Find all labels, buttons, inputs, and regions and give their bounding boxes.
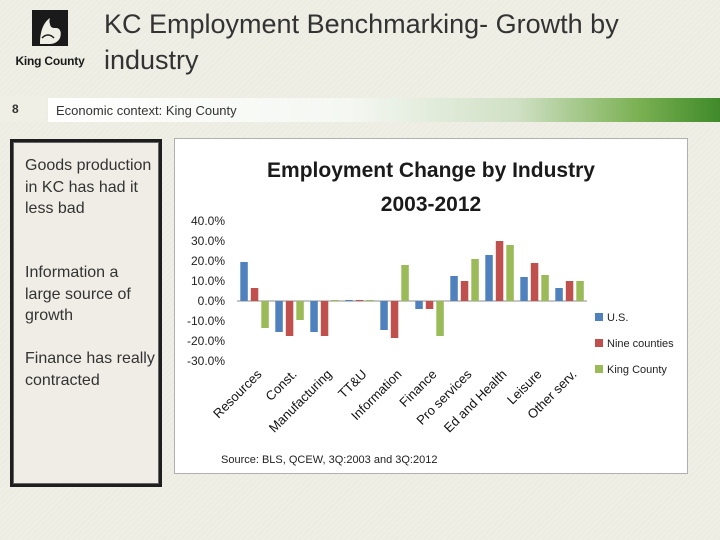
bar-nine-counties-0 — [250, 288, 259, 301]
chart-source-note: Source: BLS, QCEW, 3Q:2003 and 3Q:2012 — [221, 454, 437, 466]
y-tick-label: -20.0% — [187, 334, 225, 348]
bar-u-s--6 — [450, 276, 458, 301]
bullet-goods-production: Goods production in KC has had it less b… — [25, 157, 152, 217]
bar-nine-counties-6 — [460, 281, 469, 301]
king-county-logo-mark-icon — [32, 10, 68, 46]
legend-swatch — [595, 339, 603, 347]
bar-king-county-8 — [541, 275, 549, 301]
bar-nine-counties-3 — [355, 300, 364, 301]
bar-nine-counties-7 — [495, 241, 504, 301]
bar-u-s--9 — [555, 288, 563, 301]
bar-king-county-1 — [296, 301, 304, 320]
employment-change-chart: Employment Change by Industry 2003-2012 40… — [187, 159, 674, 466]
y-tick-label: 40.0% — [191, 214, 225, 228]
bar-nine-counties-4 — [390, 301, 399, 338]
bar-nine-counties-8 — [530, 263, 539, 301]
y-tick-label: 0.0% — [198, 294, 226, 308]
bar-nine-counties-5 — [425, 301, 434, 309]
bullet-finance: Finance has really contracted — [25, 350, 155, 389]
king-county-logo: King County — [8, 8, 92, 70]
legend-swatch — [595, 313, 603, 321]
x-category-label: Ed and Health — [441, 367, 510, 436]
bar-nine-counties-2 — [320, 301, 329, 336]
bar-king-county-4 — [401, 265, 409, 301]
bar-king-county-5 — [436, 301, 444, 336]
bar-u-s--8 — [520, 277, 528, 301]
slide-number: 8 — [12, 102, 19, 116]
legend-label: Nine counties — [607, 338, 674, 350]
bar-u-s--0 — [240, 262, 248, 301]
legend-swatch — [595, 365, 603, 373]
bar-u-s--5 — [415, 301, 423, 309]
chart-title-line: 2003-2012 — [381, 193, 481, 216]
x-category-label: Manufacturing — [266, 367, 335, 436]
y-tick-label: -30.0% — [187, 354, 225, 368]
chart-container: Employment Change by Industry 2003-2012 40… — [174, 138, 688, 474]
y-tick-label: 10.0% — [191, 274, 225, 288]
bar-u-s--7 — [485, 255, 493, 301]
y-tick-label: 20.0% — [191, 254, 225, 268]
bar-king-county-3 — [366, 300, 374, 301]
bar-u-s--1 — [275, 301, 283, 332]
slide-number-box — [0, 96, 46, 122]
bar-nine-counties-9 — [565, 281, 574, 301]
legend-label: King County — [607, 364, 667, 376]
chart-title-line: Employment Change by Industry — [267, 159, 595, 182]
section-header-bar: Economic context: King County — [48, 98, 720, 122]
bar-nine-counties-1 — [285, 301, 294, 336]
section-label: Economic context: King County — [56, 103, 237, 118]
bar-king-county-6 — [471, 259, 479, 301]
bar-king-county-7 — [506, 245, 514, 301]
bar-u-s--3 — [345, 300, 353, 301]
bullet-panel: Goods production in KC has had it less b… — [10, 139, 162, 487]
x-category-label: Resources — [210, 366, 265, 421]
y-tick-label: 30.0% — [191, 234, 225, 248]
bar-u-s--2 — [310, 301, 318, 332]
logo-text: King County — [15, 54, 85, 68]
y-tick-label: -10.0% — [187, 314, 225, 328]
bar-king-county-9 — [576, 281, 584, 301]
bar-u-s--4 — [380, 301, 388, 330]
bullet-information: Information a large source of growth — [25, 264, 131, 324]
bar-king-county-2 — [331, 300, 339, 301]
legend-label: U.S. — [607, 312, 628, 324]
page-title: KC Employment Benchmarking- Growth by in… — [104, 9, 619, 75]
bar-king-county-0 — [261, 301, 269, 328]
